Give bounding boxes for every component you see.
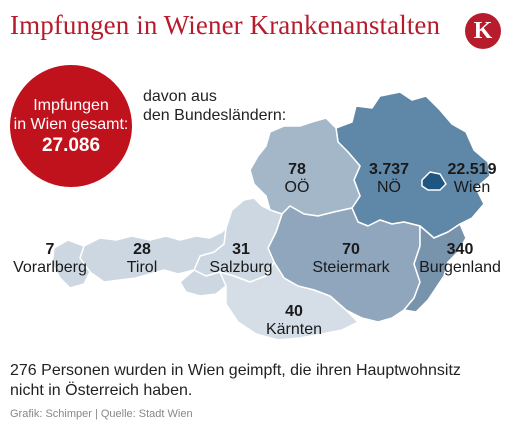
total-label-line2: in Wien gesamt: bbox=[13, 115, 129, 133]
region-name-burgenland: Burgenland bbox=[419, 259, 501, 276]
page-title: Impfungen in Wiener Krankenanstalten bbox=[10, 10, 441, 40]
total-badge: Impfungen in Wien gesamt: 27.086 bbox=[10, 65, 132, 187]
region-name-vorarlberg: Vorarlberg bbox=[13, 259, 87, 276]
subhead-line1: davon aus bbox=[143, 88, 217, 105]
region-name-kaernten: Kärnten bbox=[266, 321, 322, 338]
total-label-line1: Impfungen bbox=[33, 96, 109, 114]
region-name-noe: NÖ bbox=[377, 178, 401, 196]
total-value: 27.086 bbox=[41, 134, 101, 156]
subhead-line2: den Bundesländern: bbox=[143, 107, 287, 124]
region-name-steiermark: Steiermark bbox=[312, 259, 390, 276]
region-name-tirol: Tirol bbox=[127, 259, 158, 276]
region-shape-kaernten bbox=[219, 261, 359, 341]
region-value-burgenland: 340 bbox=[447, 241, 474, 258]
region-name-ooe: OÖ bbox=[285, 178, 310, 196]
region-value-noe: 3.737 bbox=[369, 161, 409, 178]
region-value-ooe: 78 bbox=[288, 161, 306, 178]
footnote: 276 Personen wurden in Wien geimpft, die… bbox=[10, 362, 461, 399]
subhead: davon aus den Bundesländern: bbox=[143, 87, 286, 125]
region-value-steiermark: 70 bbox=[342, 241, 360, 258]
region-value-salzburg: 31 bbox=[232, 241, 250, 258]
kurier-logo: K bbox=[465, 13, 501, 49]
region-value-kaernten: 40 bbox=[285, 303, 303, 320]
region-name-wien: Wien bbox=[454, 179, 490, 196]
region-value-vorarlberg: 7 bbox=[46, 241, 55, 258]
region-shape-vorarlberg bbox=[51, 239, 91, 289]
region-shape-wien bbox=[421, 171, 447, 191]
source-credit: Grafik: Schimper | Quelle: Stadt Wien bbox=[10, 408, 193, 420]
region-value-wien: 22.519 bbox=[448, 161, 497, 178]
region-name-salzburg: Salzburg bbox=[209, 259, 272, 276]
region-shape-burgenland bbox=[403, 223, 467, 313]
region-value-tirol: 28 bbox=[133, 241, 151, 258]
region-shape-tirol bbox=[79, 227, 227, 283]
